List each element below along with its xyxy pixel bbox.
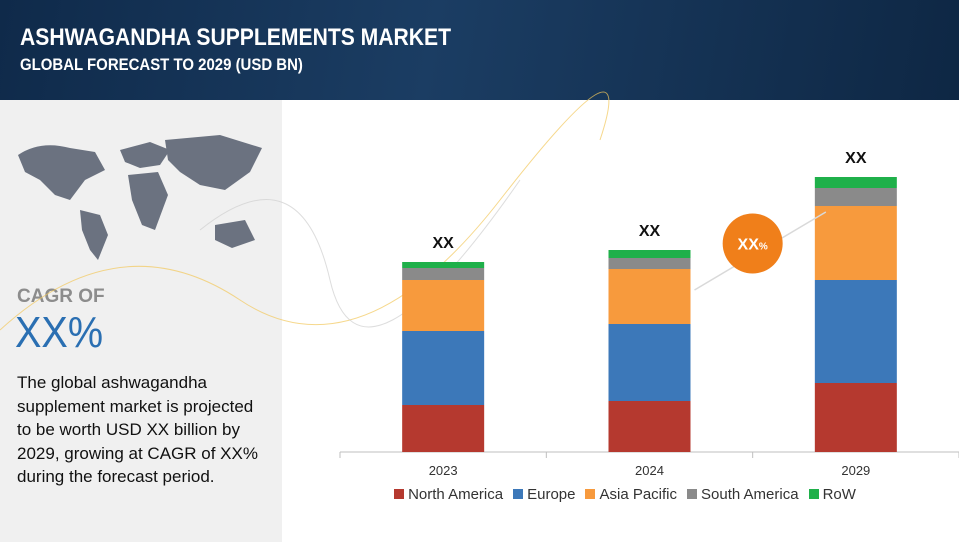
growth-value: XX [738, 237, 760, 254]
legend-swatch [394, 489, 405, 499]
legend-label: South America [701, 486, 799, 503]
x-tick-label: 2023 [429, 463, 458, 478]
legend-item: Europe [513, 486, 575, 503]
bar-segment [402, 331, 485, 405]
legend-swatch [585, 489, 596, 499]
bar-segment [608, 258, 691, 269]
legend-swatch [513, 489, 524, 499]
bar-segment [814, 188, 897, 206]
legend-item: RoW [808, 486, 856, 503]
header-title: ASHWAGANDHA SUPPLEMENTS MARKET [20, 24, 452, 51]
bar-segment [814, 280, 897, 383]
cagr-label: CAGR OF [17, 286, 105, 307]
header: ASHWAGANDHA SUPPLEMENTS MARKET GLOBAL FO… [0, 0, 959, 100]
legend-item: North America [394, 486, 503, 503]
sidebar: CAGR OF XX% The global ashwagandha suppl… [0, 100, 282, 542]
bar-segment [608, 269, 691, 324]
legend-label: Europe [527, 486, 576, 503]
legend-label: North America [408, 486, 504, 503]
description: The global ashwagandha supplement market… [17, 373, 258, 486]
legend-item: Asia Pacific [585, 486, 677, 503]
bar-segment [608, 250, 691, 258]
legend: North America Europe Asia Pacific South Ame… [340, 486, 910, 503]
bar-segment [608, 401, 691, 452]
growth-bubble [722, 213, 783, 274]
bar-segment [402, 280, 485, 331]
bar-segment [402, 262, 485, 268]
total-label: XX [639, 223, 661, 240]
cagr-value: XX% [15, 308, 104, 357]
bar-segment [814, 177, 897, 188]
bar-segment [402, 405, 485, 452]
header-subtitle: GLOBAL FORECAST TO 2029 (USD BN) [20, 55, 303, 74]
legend-swatch [687, 489, 698, 499]
legend-label: RoW [822, 486, 856, 503]
growth-unit: % [759, 242, 768, 253]
bar-segment [814, 206, 897, 280]
bar-segment [814, 383, 897, 452]
x-tick-label: 2029 [841, 463, 870, 478]
total-label: XX [845, 150, 867, 167]
legend-swatch [808, 489, 819, 499]
legend-label: Asia Pacific [599, 486, 678, 503]
total-label: XX [432, 235, 454, 252]
bar-segment [402, 268, 485, 280]
legend-item: South America [687, 486, 799, 503]
growth-label: XX% [738, 237, 768, 254]
world-map [18, 135, 262, 260]
x-tick-label: 2024 [635, 463, 664, 478]
bar-segment [608, 324, 691, 401]
